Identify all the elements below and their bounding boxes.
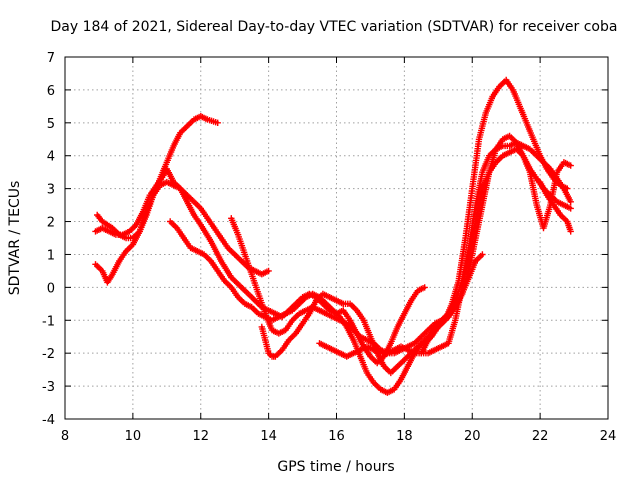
- plus-markers: [92, 178, 272, 286]
- plus-markers: [92, 165, 428, 367]
- plus-markers: [258, 76, 571, 377]
- x-tick-label: 12: [192, 429, 209, 444]
- series-track-1: [94, 113, 221, 242]
- axis-ticks: [64, 56, 609, 420]
- y-tick-label: 7: [47, 51, 55, 66]
- y-tick-label: -1: [42, 314, 55, 329]
- plus-markers: [536, 178, 574, 235]
- grid: [65, 57, 608, 419]
- series-trace: [260, 78, 569, 374]
- series-track-9: [536, 178, 574, 235]
- series-track-2: [92, 165, 428, 367]
- plus-markers: [418, 139, 574, 357]
- series-track-3: [92, 178, 272, 286]
- y-tick-label: 0: [47, 281, 55, 296]
- x-tick-label: 20: [464, 429, 481, 444]
- series-track-8: [418, 139, 574, 357]
- y-tick-label: 6: [47, 84, 55, 99]
- y-tick-label: -4: [42, 413, 55, 428]
- y-tick-label: 5: [47, 117, 55, 132]
- y-axis-title: SDTVAR / TECUs: [7, 181, 23, 296]
- series-trace: [318, 148, 572, 358]
- chart-title: Day 184 of 2021, Sidereal Day-to-day VTE…: [51, 19, 618, 35]
- x-tick-label: 8: [61, 429, 69, 444]
- x-tick-label: 14: [260, 429, 277, 444]
- x-tick-label: 16: [328, 429, 345, 444]
- y-tick-label: 3: [47, 183, 55, 198]
- y-tick-label: 2: [47, 216, 55, 231]
- data-series: [92, 76, 574, 396]
- y-tick-label: 4: [47, 150, 55, 165]
- y-tick-label: -3: [42, 380, 55, 395]
- y-tick-labels: -4 -3 -2 -1 0 1 2 3 4 5 6 7: [42, 51, 55, 428]
- x-tick-label: 18: [396, 429, 413, 444]
- series-trace: [94, 167, 426, 365]
- x-tick-label: 22: [532, 429, 549, 444]
- y-tick-label: -2: [42, 347, 55, 362]
- x-tick-label: 10: [125, 429, 142, 444]
- x-axis-title: GPS time / hours: [277, 459, 394, 475]
- plus-markers: [94, 113, 221, 242]
- x-tick-labels: 8 10 12 14 16 18 20 22 24: [61, 429, 616, 444]
- y-tick-label: 1: [47, 248, 55, 263]
- series-track-6: [258, 76, 571, 377]
- x-tick-label: 24: [600, 429, 617, 444]
